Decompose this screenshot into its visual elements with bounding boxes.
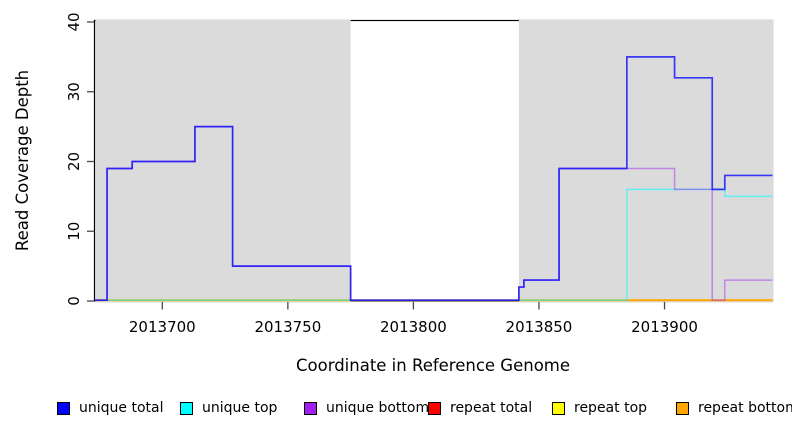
x-tick-label: 2013800	[380, 318, 447, 336]
legend-item-repeat-bottom: repeat bottom	[676, 400, 792, 416]
y-axis-title: Read Coverage Depth	[13, 70, 32, 251]
legend-label: unique total	[79, 400, 164, 416]
coverage-plot-svg: 2013700 2013750 2013800 2013850 2013900 0 10 20…	[13, 12, 774, 375]
shaded-region	[518, 19, 774, 303]
x-axis-title: Coordinate in Reference Genome	[296, 356, 570, 375]
y-tick-label: 0	[65, 296, 83, 306]
legend-item-unique-bottom: unique bottom	[304, 400, 429, 416]
legend-swatch-unique-bottom	[304, 401, 317, 415]
y-tick-label: 20	[65, 152, 83, 171]
legend-label: unique bottom	[326, 400, 430, 416]
series-line-unique-top	[94, 188, 773, 301]
legend-label: repeat total	[450, 400, 533, 416]
legend-swatch-repeat-bottom	[676, 401, 689, 415]
series-layer	[94, 56, 773, 302]
axes-layer: 2013700 2013750 2013800 2013850 2013900 0 10 20…	[65, 12, 698, 336]
legend-swatch-unique-total	[57, 401, 70, 415]
legend-label: repeat bottom	[698, 400, 792, 416]
y-tick-label: 10	[65, 222, 83, 241]
legend-item-unique-top: unique top	[180, 400, 277, 416]
legend-label: unique top	[202, 400, 278, 416]
shaded-regions-layer	[95, 19, 774, 303]
legend-item-repeat-total: repeat total	[428, 400, 532, 416]
series-line-unique-total	[94, 56, 773, 302]
legend-item-repeat-top: repeat top	[552, 400, 647, 416]
x-tick-label: 2013900	[631, 318, 698, 336]
x-tick-label: 2013750	[254, 318, 321, 336]
y-tick-label: 40	[65, 12, 83, 31]
legend-item-unique-total: unique total	[57, 400, 163, 416]
y-tick-label: 30	[65, 82, 83, 101]
x-tick-label: 2013850	[506, 318, 573, 336]
x-tick-label: 2013700	[129, 318, 196, 336]
legend-swatch-repeat-top	[552, 401, 565, 415]
legend-swatch-unique-top	[180, 401, 193, 415]
legend-label: repeat top	[574, 400, 648, 416]
legend-swatch-repeat-total	[428, 401, 441, 415]
